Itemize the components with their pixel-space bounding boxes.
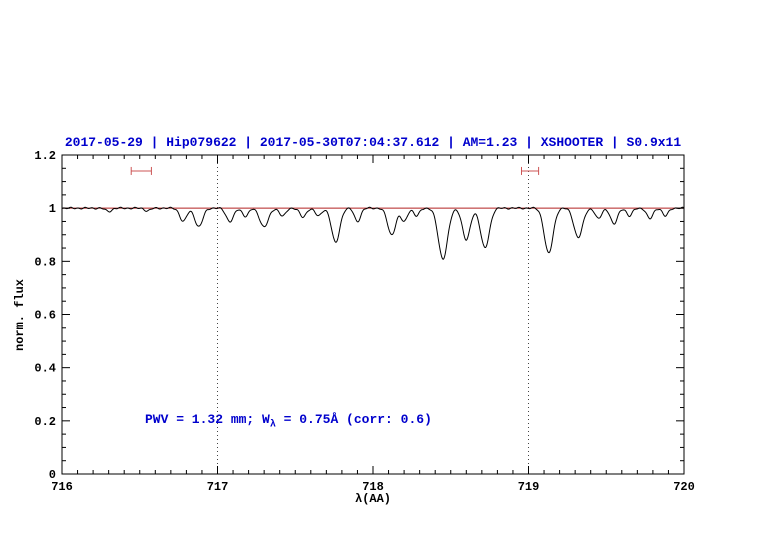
x-tick-label: 719: [518, 480, 540, 494]
x-tick-label: 716: [51, 480, 73, 494]
pwv-annotation-sub: λ: [269, 419, 276, 431]
y-tick-label: 0.4: [34, 362, 56, 376]
y-tick-label: 1.2: [34, 149, 56, 163]
y-tick-label: 0.6: [34, 309, 56, 323]
y-tick-label: 0.8: [34, 255, 56, 269]
x-tick-label: 718: [362, 480, 384, 494]
y-tick-label: 1: [49, 202, 56, 216]
plot-title: 2017-05-29 | Hip079622 | 2017-05-30T07:0…: [64, 135, 682, 150]
spectrum-line: [61, 206, 685, 260]
x-tick-label: 720: [673, 480, 695, 494]
y-tick-label: 0.2: [34, 415, 56, 429]
x-tick-label: 717: [207, 480, 229, 494]
y-tick-label: 0: [49, 468, 56, 482]
x-axis-label: λ(AA): [354, 492, 392, 506]
pwv-annotation-pre: PWV = 1.32 mm; W: [145, 412, 270, 427]
pwv-annotation-post: = 0.75Å (corr: 0.6): [275, 412, 432, 427]
pwv-annotation: PWV = 1.32 mm; Wλ = 0.75Å (corr: 0.6): [145, 412, 432, 431]
axis-frame: [61, 154, 685, 475]
